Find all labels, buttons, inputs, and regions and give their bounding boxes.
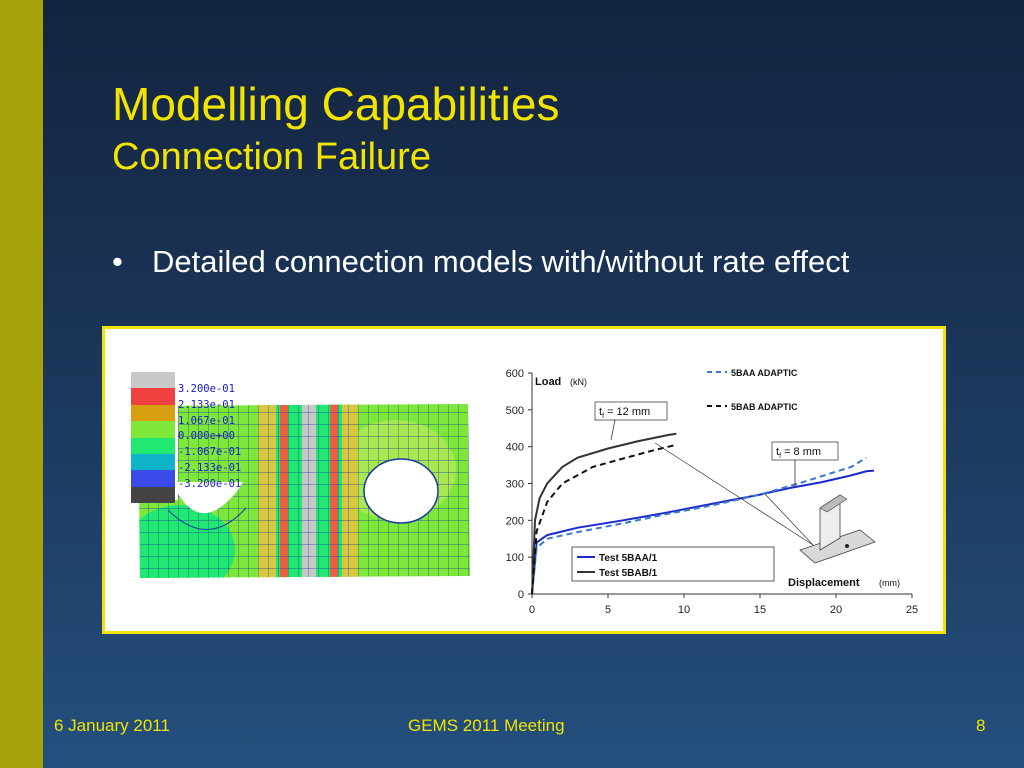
left-accent-band — [0, 0, 43, 768]
x-axis-unit: (mm) — [879, 578, 900, 588]
legend-box — [571, 546, 775, 582]
bullet-marker: • — [112, 244, 123, 279]
y-tick-label: 400 — [506, 442, 524, 454]
contour-label: 1.067e-01 — [178, 414, 235, 427]
y-tick-label: 100 — [506, 552, 524, 564]
footer-date: 6 January 2011 — [54, 716, 170, 735]
contour-label: 3.200e-01 — [178, 383, 235, 395]
fe-contour-mesh — [128, 400, 470, 578]
scale-swatch — [131, 388, 175, 405]
series-line — [531, 432, 677, 595]
y-tick-label: 0 — [518, 589, 524, 601]
x-axis-label: Displacement — [788, 577, 860, 589]
footer-event: GEMS 2011 Meeting — [408, 716, 565, 735]
x-tick-label: 25 — [906, 604, 918, 616]
annotation-arrow — [610, 419, 616, 441]
tstub-web-top — [819, 494, 848, 513]
tstub-bolt-hole — [845, 544, 849, 548]
legend-label: 5BAB ADAPTIC — [731, 402, 798, 412]
legend-label: Test 5BAA/1 — [599, 553, 658, 564]
slide-title: Modelling Capabilities — [112, 78, 560, 130]
x-tick-label: 15 — [754, 604, 766, 616]
scale-swatch — [131, 470, 175, 487]
series-line — [531, 456, 867, 595]
page-number: 8 — [976, 716, 986, 735]
legend-label: 5BAA ADAPTIC — [731, 368, 798, 378]
contour-color-scale — [131, 372, 175, 504]
x-tick-label: 20 — [830, 604, 842, 616]
annotation-text: tf = 8 mm — [776, 446, 821, 460]
scale-swatch — [131, 421, 175, 438]
y-tick-label: 300 — [506, 479, 524, 491]
scale-swatch — [131, 404, 175, 422]
bullet-text: Detailed connection models with/without … — [152, 244, 850, 279]
annotation-text: tf = 12 mm — [599, 406, 650, 420]
scale-swatch — [131, 437, 175, 454]
contour-label: -2.133e-01 — [178, 461, 242, 474]
y-tick-label: 200 — [506, 515, 524, 527]
legend-label: Test 5BAB/1 — [599, 568, 658, 579]
leader-line — [654, 442, 814, 546]
scale-swatch — [131, 453, 175, 471]
leader-line — [764, 493, 814, 546]
y-tick-label: 600 — [506, 368, 524, 380]
series-line — [531, 443, 677, 595]
annotation-box — [771, 441, 839, 461]
contour-label: -3.200e-01 — [178, 477, 242, 490]
contour-label: 0.000e+00 — [178, 430, 235, 443]
x-tick-label: 10 — [678, 604, 690, 616]
scale-swatch — [131, 486, 175, 504]
load-displacement-chart: 0 5 10 15 20 25 0 100 200 300 400 500 600 Load (kN) Dis… — [506, 368, 918, 616]
y-axis-label: Load — [535, 376, 561, 388]
y-tick-label: 500 — [506, 405, 524, 417]
annotation-box — [594, 401, 668, 421]
slide-subtitle: Connection Failure — [112, 136, 431, 178]
contour-label: -1.067e-01 — [178, 446, 242, 459]
scale-swatch — [131, 372, 175, 389]
x-tick-label: 5 — [605, 604, 611, 616]
y-axis-unit: (kN) — [570, 377, 587, 387]
bullet-item: • Detailed connection models with/without… — [112, 242, 849, 282]
contour-label: 2.133e-01 — [178, 398, 235, 411]
x-tick-label: 0 — [529, 604, 535, 616]
series-line — [531, 469, 875, 595]
contour-labels: 3.200e-01 2.133e-01 1.067e-01 0.000e+00 … — [178, 382, 241, 493]
